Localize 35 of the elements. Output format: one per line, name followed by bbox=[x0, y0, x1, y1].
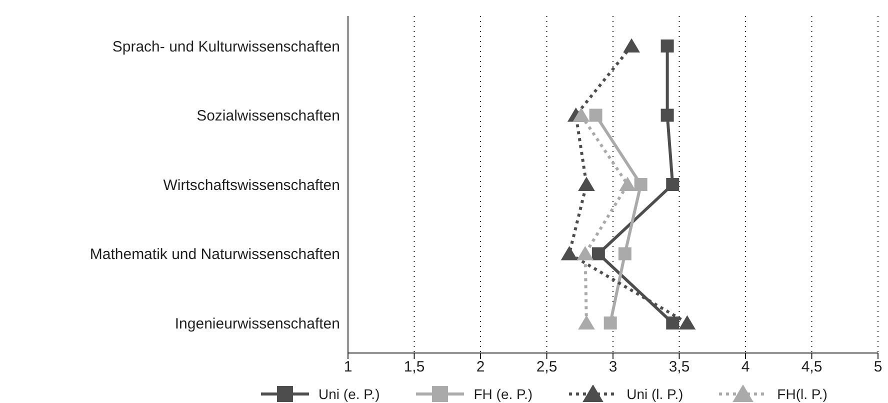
y-tick-label: Ingenieurwissenschaften bbox=[174, 315, 340, 332]
point bbox=[619, 176, 636, 191]
point bbox=[660, 108, 674, 122]
point bbox=[592, 247, 605, 260]
point bbox=[634, 178, 648, 191]
point bbox=[666, 316, 680, 330]
point bbox=[666, 178, 680, 191]
x-tick-label: 2,5 bbox=[536, 358, 558, 376]
x-tick-label: 4,5 bbox=[801, 358, 822, 376]
point bbox=[604, 316, 617, 330]
point bbox=[578, 315, 595, 330]
point bbox=[578, 176, 595, 191]
point bbox=[572, 107, 590, 122]
legend-label: Uni (l. P.) bbox=[626, 386, 684, 402]
x-tick-label: 3 bbox=[608, 358, 618, 376]
y-tick-label: Wirtschaftswissenschaften bbox=[163, 176, 340, 194]
x-tick-label: 2 bbox=[476, 358, 485, 376]
x-tick-label: 1 bbox=[344, 358, 352, 376]
legend-label: FH(l. P.) bbox=[777, 386, 828, 402]
x-tick-label: 5 bbox=[874, 358, 882, 376]
point bbox=[618, 247, 632, 260]
x-tick-label: 4 bbox=[741, 358, 750, 376]
y-tick-label: Sprach- und Kulturwissenschaften bbox=[112, 38, 340, 56]
point bbox=[660, 40, 674, 52]
point bbox=[678, 315, 696, 330]
point bbox=[623, 38, 640, 52]
point bbox=[560, 246, 578, 260]
legend-label: Uni (e. P.) bbox=[318, 386, 380, 402]
x-tick-label: 1,5 bbox=[404, 358, 425, 376]
x-tick-label: 3,5 bbox=[668, 358, 690, 376]
y-tick-label: Mathematik und Naturwissenschaften bbox=[90, 246, 340, 264]
legend-label: FH (e. P.) bbox=[474, 386, 533, 402]
point bbox=[589, 108, 602, 122]
y-tick-label: Sozialwissenschaften bbox=[196, 108, 340, 125]
point bbox=[576, 246, 594, 260]
